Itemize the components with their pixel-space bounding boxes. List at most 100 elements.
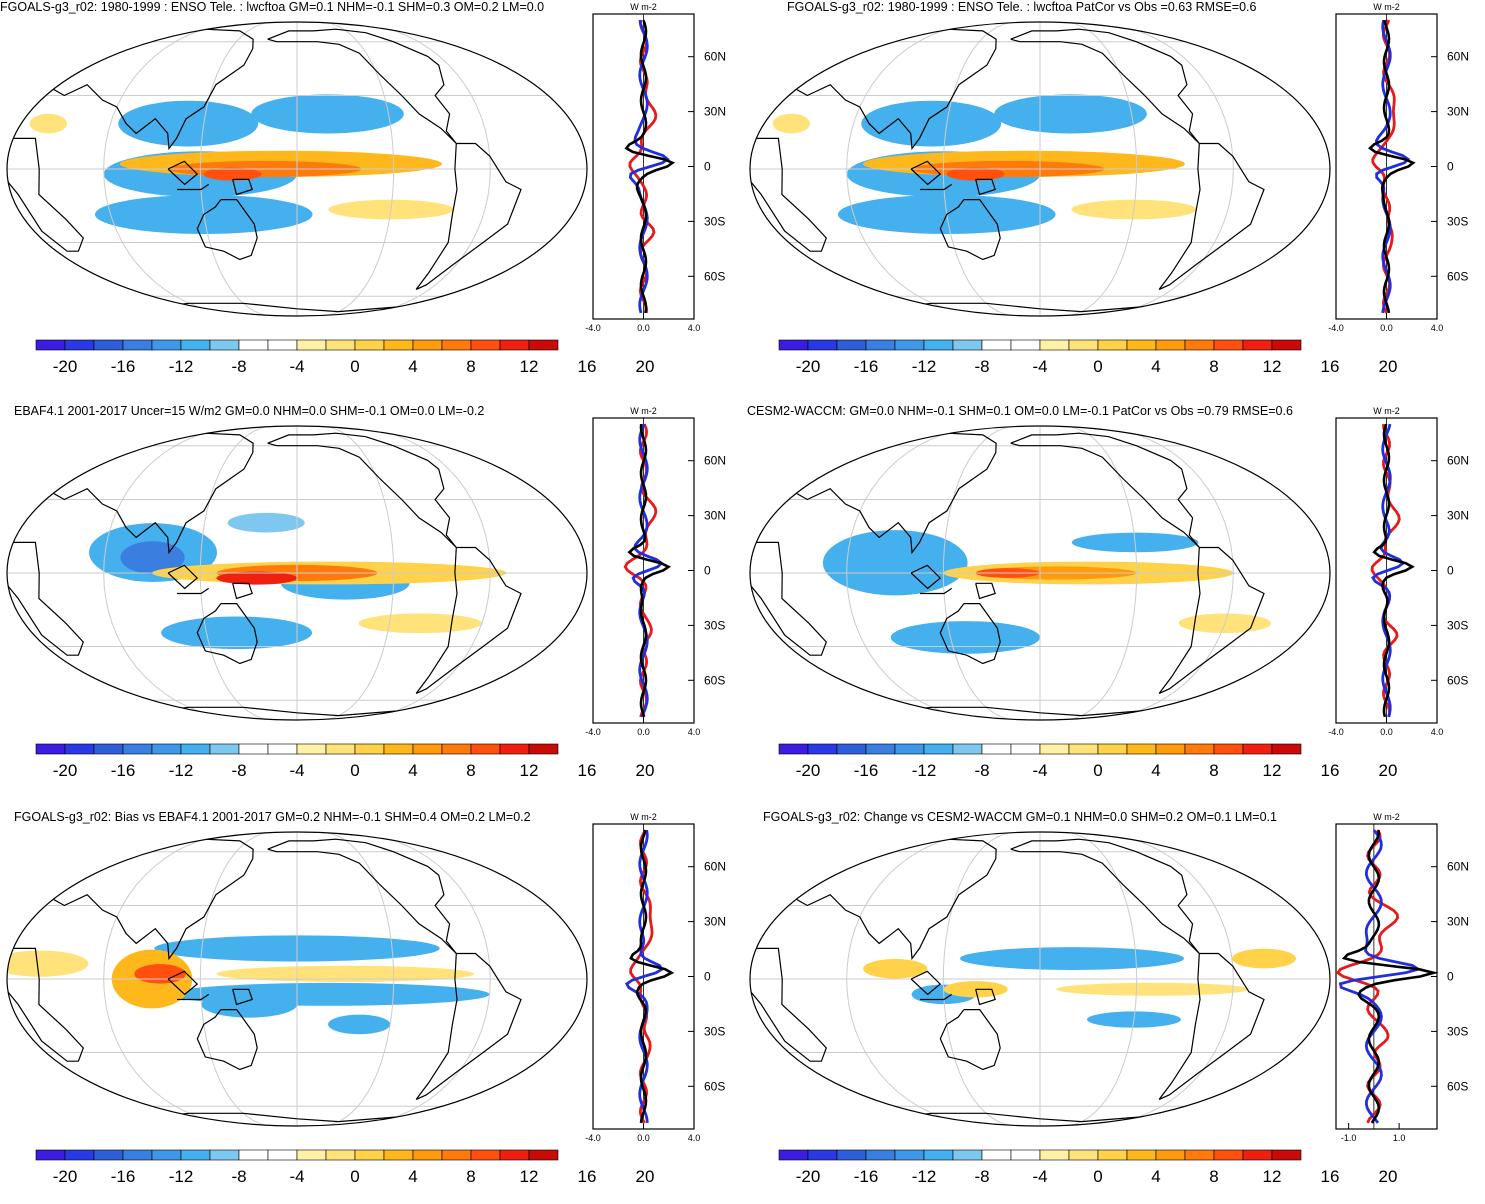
anomaly-field: [822, 530, 968, 596]
colorbar-label: 12: [520, 357, 539, 376]
colorbar-label: 12: [1263, 761, 1282, 780]
colorbar-label: 4: [1151, 761, 1160, 780]
lat-label: 30N: [1447, 105, 1469, 119]
x-tick-label: 0.0: [1380, 727, 1393, 737]
x-tick-label: 1.0: [1393, 1133, 1406, 1143]
colorbar-label: -20: [53, 761, 78, 780]
anomaly-field: [943, 981, 1008, 998]
world-map: [749, 21, 1331, 317]
colorbar-swatch: [296, 743, 327, 755]
colorbar-swatch: [296, 1149, 327, 1161]
anomaly-field: [1056, 982, 1250, 996]
lat-label: 60N: [704, 860, 726, 874]
colorbar-swatch: [865, 339, 896, 351]
lat-label: 60S: [704, 269, 725, 283]
zonal-units: W m-2: [630, 812, 657, 822]
panel-1: FGOALS-g3_r02: 1980-1999 : ENSO Tele. : …: [0, 0, 742, 394]
colorbar-label: 12: [1263, 357, 1282, 376]
colorbar-swatch: [412, 1149, 443, 1161]
colorbar-label: 8: [1209, 761, 1218, 780]
x-tick-label: -1.0: [1341, 1133, 1357, 1143]
lat-label: 0: [704, 564, 711, 578]
colorbar-swatch: [1097, 339, 1128, 351]
lat-label: 30N: [704, 915, 726, 929]
zonal-mean-plot: W m-2 60N 30N 0 30S 60S -4.0 0.0 4.0: [1328, 406, 1469, 737]
anomaly-field: [863, 958, 928, 979]
anomaly-field: [161, 616, 313, 650]
colorbar-swatch: [1126, 339, 1157, 351]
colorbar-label: -8: [231, 357, 246, 376]
colorbar-label: 16: [1321, 1167, 1340, 1186]
colorbar-swatch: [412, 743, 443, 755]
colorbar-swatch: [470, 1149, 501, 1161]
colorbar-swatch: [122, 1149, 153, 1161]
anomaly-field: [772, 113, 811, 134]
x-tick-label: 4.0: [688, 727, 701, 737]
colorbar-label: -12: [912, 357, 937, 376]
colorbar-swatch: [1155, 743, 1186, 755]
colorbar-label: 16: [578, 761, 597, 780]
colorbar-swatch: [238, 1149, 269, 1161]
colorbar-swatch: [1068, 339, 1099, 351]
anomaly-field: [994, 94, 1147, 134]
colorbar-label: 12: [520, 761, 539, 780]
colorbar-swatch: [1271, 743, 1302, 755]
colorbar-swatch: [528, 1149, 559, 1161]
colorbar-swatch: [865, 1149, 896, 1161]
colorbar-label: -16: [111, 761, 136, 780]
colorbar-swatch: [151, 743, 182, 755]
panel-figure: -20 -16 -12 -8 -4 0 4 8 12 16 20 W m-2 60N 30N 0 30S 60S…: [6, 406, 726, 780]
colorbar-label: 20: [1379, 357, 1398, 376]
colorbar-label: -4: [289, 1167, 304, 1186]
panel-figure: -20 -16 -12 -8 -4 0 4 8 12 16 20 W m-2 60N 30N 0 30S 60S…: [749, 812, 1469, 1186]
world-map: [6, 425, 588, 721]
x-tick-label: 4.0: [688, 323, 701, 333]
colorbar-swatch: [296, 339, 327, 351]
colorbar-label: 12: [1263, 1167, 1282, 1186]
colorbar-label: -16: [111, 357, 136, 376]
colorbar-swatch: [93, 1149, 124, 1161]
anomaly-field: [216, 571, 297, 585]
colorbar-swatch: [325, 743, 356, 755]
map-border: [6, 21, 588, 317]
colorbar-swatch: [383, 339, 414, 351]
colorbar-swatch: [952, 339, 983, 351]
colorbar: -20 -16 -12 -8 -4 0 4 8 12 16 20: [778, 1149, 1397, 1186]
anomaly-field: [251, 94, 404, 134]
colorbar-label: -20: [796, 357, 821, 376]
lat-label: 60N: [1447, 454, 1469, 468]
panel-figure: -20 -16 -12 -8 -4 0 4 8 12 16 20 W m-2 60N 30N 0 30S 60S…: [6, 2, 726, 376]
colorbar-label: -8: [974, 761, 989, 780]
lat-label: 60S: [704, 1079, 725, 1093]
colorbar-swatch: [894, 1149, 925, 1161]
zonal-units: W m-2: [1373, 2, 1400, 12]
colorbar-label: 0: [350, 1167, 359, 1186]
colorbar-swatch: [383, 743, 414, 755]
colorbar-swatch: [923, 1149, 954, 1161]
colorbar-label: 8: [1209, 1167, 1218, 1186]
anomaly-field: [201, 991, 297, 1018]
lat-label: 30N: [704, 105, 726, 119]
graticule: [7, 832, 587, 1126]
colorbar-label: -12: [169, 761, 194, 780]
coastlines: [7, 432, 522, 717]
colorbar-swatch: [981, 743, 1012, 755]
colorbar-swatch: [894, 743, 925, 755]
colorbar-swatch: [923, 743, 954, 755]
colorbar-swatch: [1242, 339, 1273, 351]
colorbar-swatch: [354, 339, 385, 351]
colorbar-swatch: [354, 1149, 385, 1161]
x-tick-label: -4.0: [585, 727, 601, 737]
lat-label: 0: [1447, 160, 1454, 174]
colorbar-swatch: [1155, 339, 1186, 351]
colorbar-label: 4: [1151, 1167, 1160, 1186]
colorbar-swatch: [441, 1149, 472, 1161]
colorbar-swatch: [1242, 743, 1273, 755]
colorbar-swatch: [35, 339, 66, 351]
colorbar-label: 12: [520, 1167, 539, 1186]
colorbar-label: -4: [1032, 357, 1047, 376]
zonal-mean-plot: W m-2 60N 30N 0 30S 60S -1.0 1.0: [1335, 812, 1469, 1143]
colorbar-label: -12: [169, 357, 194, 376]
colorbar-swatch: [122, 743, 153, 755]
anomaly-field: [890, 621, 1040, 654]
